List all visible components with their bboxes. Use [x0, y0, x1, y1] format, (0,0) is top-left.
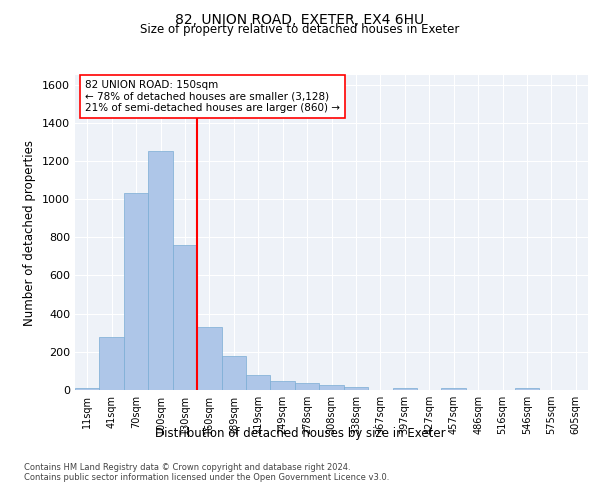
- Bar: [271, 382, 295, 390]
- Bar: [221, 356, 246, 390]
- Text: 82 UNION ROAD: 150sqm
← 78% of detached houses are smaller (3,128)
21% of semi-d: 82 UNION ROAD: 150sqm ← 78% of detached …: [85, 80, 340, 113]
- Y-axis label: Number of detached properties: Number of detached properties: [23, 140, 37, 326]
- Text: Contains HM Land Registry data © Crown copyright and database right 2024.: Contains HM Land Registry data © Crown c…: [24, 462, 350, 471]
- Bar: [100, 336, 124, 390]
- Bar: [442, 388, 466, 390]
- Bar: [319, 385, 344, 390]
- Bar: [197, 327, 221, 390]
- Bar: [295, 382, 319, 390]
- Bar: [148, 152, 173, 390]
- Bar: [344, 386, 368, 390]
- Text: Distribution of detached houses by size in Exeter: Distribution of detached houses by size …: [155, 428, 445, 440]
- Bar: [124, 194, 148, 390]
- Bar: [515, 388, 539, 390]
- Text: Contains public sector information licensed under the Open Government Licence v3: Contains public sector information licen…: [24, 472, 389, 482]
- Bar: [392, 388, 417, 390]
- Text: 82, UNION ROAD, EXETER, EX4 6HU: 82, UNION ROAD, EXETER, EX4 6HU: [175, 12, 425, 26]
- Bar: [75, 388, 100, 390]
- Text: Size of property relative to detached houses in Exeter: Size of property relative to detached ho…: [140, 22, 460, 36]
- Bar: [173, 245, 197, 390]
- Bar: [246, 374, 271, 390]
